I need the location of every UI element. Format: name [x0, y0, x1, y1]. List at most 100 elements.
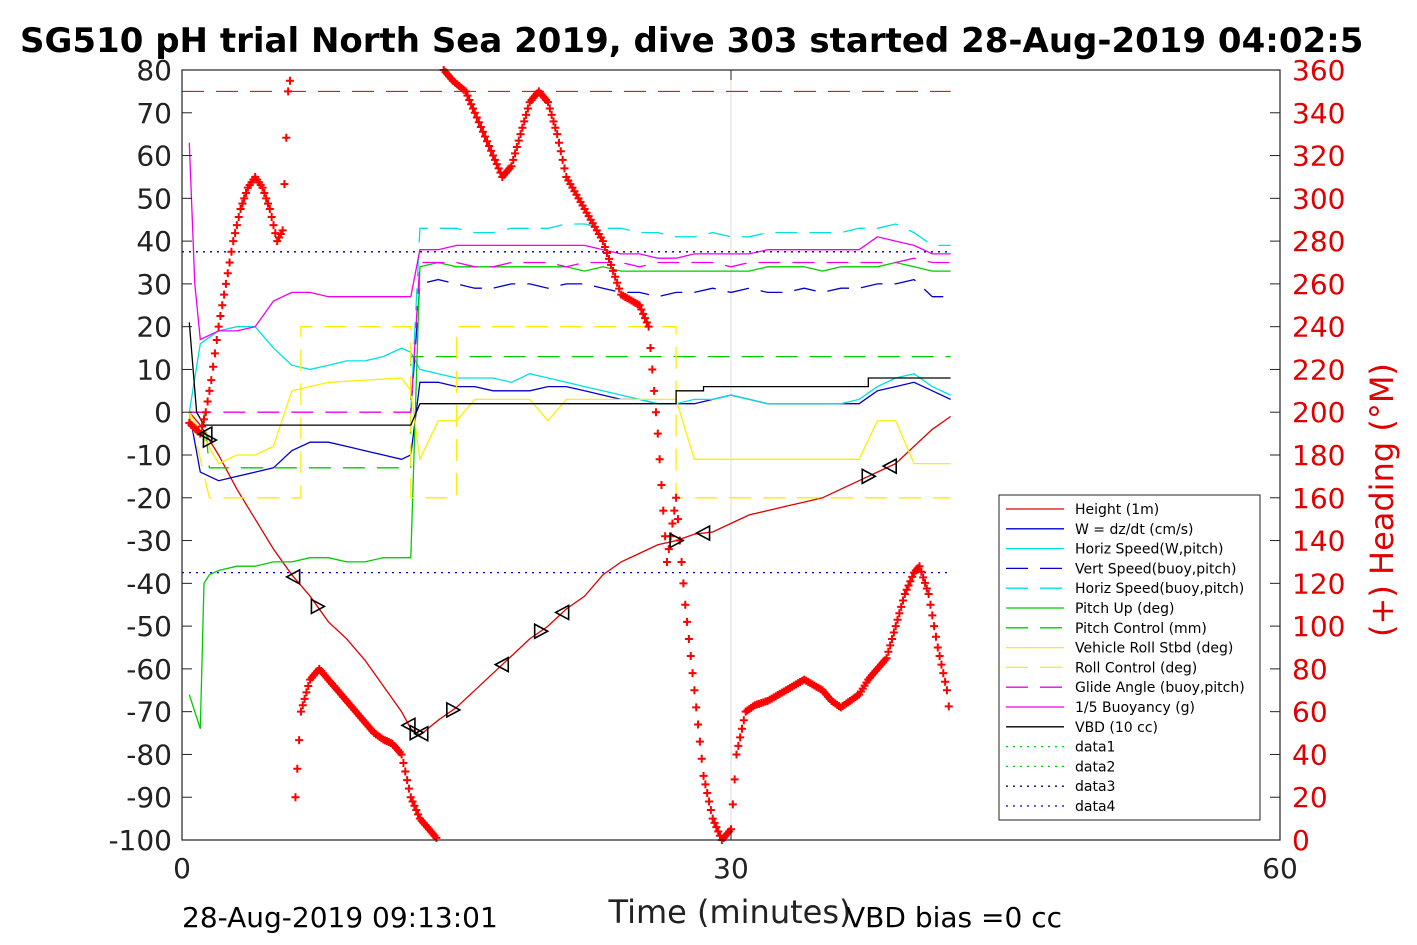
- heading-point: [605, 254, 613, 263]
- tick-label-right: 140: [1292, 525, 1345, 558]
- heading-point: [214, 322, 223, 331]
- heading-point: [684, 634, 693, 643]
- heading-point: [924, 590, 933, 599]
- heading-point: [465, 95, 474, 104]
- heading-point: [692, 703, 701, 712]
- tick-label-left: -10: [126, 439, 172, 472]
- heading-point: [209, 362, 218, 371]
- heading-point: [884, 647, 893, 656]
- legend-label: data3: [1075, 779, 1115, 795]
- heading-point: [468, 104, 477, 113]
- heading-point: [494, 164, 503, 173]
- heading-point: [554, 138, 563, 147]
- tick-label-right: 80: [1292, 653, 1328, 686]
- legend-label: Horiz Speed(W,pitch): [1075, 542, 1223, 558]
- heading-point: [403, 776, 412, 785]
- tick-label-right: 180: [1292, 439, 1345, 472]
- heading-point: [238, 199, 247, 208]
- heading-point: [412, 806, 421, 815]
- heading-point: [514, 136, 523, 145]
- tick-label-right: 20: [1292, 781, 1328, 814]
- heading-point: [265, 205, 274, 214]
- tick-label-right: 240: [1292, 311, 1345, 344]
- heading-point: [523, 104, 532, 113]
- heading-point: [223, 269, 232, 278]
- tick-label-left: 0: [154, 396, 172, 429]
- heading-point: [639, 309, 648, 318]
- heading-point: [267, 213, 276, 222]
- height-marker: [553, 604, 570, 621]
- heading-point: [915, 562, 924, 571]
- heading-point: [931, 632, 940, 641]
- heading-point: [714, 827, 723, 836]
- heading-point: [657, 480, 666, 489]
- tick-label-right: 260: [1292, 268, 1345, 301]
- series-layer: [182, 90, 951, 737]
- heading-point: [928, 611, 937, 620]
- heading-point: [600, 243, 609, 252]
- tick-label-x: 0: [173, 852, 191, 885]
- heading-point: [551, 123, 560, 132]
- heading-point: [472, 113, 481, 122]
- height-marker: [493, 656, 510, 673]
- tick-label-left: 50: [136, 182, 172, 215]
- markers-layer: [197, 425, 898, 743]
- heading-point: [302, 688, 311, 697]
- heading-point: [681, 600, 690, 609]
- heading-point: [490, 155, 499, 164]
- heading-point: [463, 91, 472, 100]
- heading-point: [487, 146, 496, 155]
- heading-point: [655, 455, 664, 464]
- tick-label-right: 320: [1292, 140, 1345, 173]
- heading-point: [478, 127, 487, 136]
- height-marker: [310, 598, 327, 615]
- tick-label-x: 30: [713, 852, 749, 885]
- heading-point: [511, 149, 520, 158]
- tick-label-right: 220: [1292, 353, 1345, 386]
- height-marker: [400, 717, 416, 734]
- heading-point: [480, 132, 489, 141]
- heading-point: [922, 584, 931, 593]
- heading-point: [683, 617, 692, 626]
- heading-point: [414, 810, 423, 819]
- heading-point: [298, 701, 307, 710]
- heading-point: [231, 229, 240, 238]
- heading-point: [944, 702, 953, 711]
- tick-label-right: 0: [1292, 824, 1310, 857]
- heading-point: [207, 376, 216, 385]
- legend-label: data4: [1075, 799, 1116, 815]
- heading-point: [919, 573, 928, 582]
- heading-point: [598, 237, 607, 246]
- heading-point: [679, 579, 688, 588]
- legend-label: 1/5 Buoyancy (g): [1075, 700, 1195, 716]
- heading-point: [710, 818, 719, 827]
- heading-point: [712, 823, 721, 832]
- heading-point: [893, 615, 902, 624]
- heading-point: [507, 162, 516, 171]
- legend-label: Pitch Up (deg): [1075, 601, 1174, 617]
- tick-label-right: 60: [1292, 696, 1328, 729]
- heading-point: [650, 386, 659, 395]
- height-marker: [202, 431, 219, 449]
- tick-label-right: 40: [1292, 738, 1328, 771]
- heading-point: [637, 305, 646, 314]
- heading-point: [296, 707, 305, 716]
- legend-label: Roll Control (deg): [1075, 660, 1197, 676]
- heading-point: [899, 596, 908, 605]
- heading-point: [705, 797, 714, 806]
- heading-point: [736, 733, 745, 742]
- heading-point: [227, 247, 236, 256]
- heading-point: [930, 622, 939, 631]
- heading-point: [260, 188, 269, 197]
- heading-point: [304, 682, 313, 690]
- heading-point: [397, 750, 406, 759]
- heading-point: [300, 694, 309, 703]
- heading-point: [282, 133, 291, 142]
- heading-point: [607, 260, 616, 269]
- heading-point: [891, 622, 900, 631]
- tick-label-right: 100: [1292, 610, 1345, 643]
- heading-point: [280, 180, 289, 189]
- heading-point: [399, 759, 408, 767]
- heading-point: [221, 279, 230, 288]
